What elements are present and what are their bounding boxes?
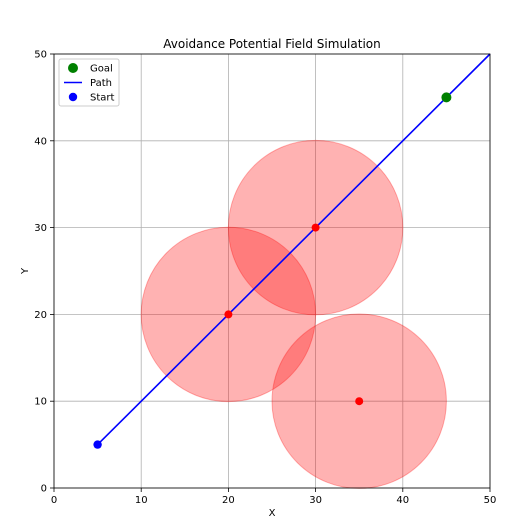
legend-entry-label: Goal (90, 64, 113, 75)
legend-dot-swatch (68, 63, 78, 73)
obstacle-center (355, 397, 364, 406)
legend-entry-label: Start (90, 93, 115, 104)
x-tick-label: 20 (222, 495, 235, 506)
ticks: 0 10 20 30 40 50 0 10 20 30 40 50 (34, 50, 496, 507)
goal-point (441, 92, 452, 103)
grid (53, 53, 491, 489)
x-tick-label: 30 (309, 495, 322, 506)
chart-title: Avoidance Potential Field Simulation (163, 37, 380, 51)
y-tick-label: 50 (34, 50, 47, 61)
y-tick-label: 10 (34, 397, 47, 408)
path-line (97, 53, 491, 446)
y-tick-label: 0 (41, 484, 47, 495)
y-tick-label: 40 (34, 136, 47, 147)
markers (93, 92, 452, 449)
x-axis-label: X (269, 508, 276, 519)
start-point (93, 440, 102, 449)
x-tick-label: 10 (135, 495, 148, 506)
y-tick-label: 30 (34, 223, 47, 234)
obstacle-center (224, 310, 233, 319)
plot-frame (53, 53, 491, 489)
x-tick-label: 40 (396, 495, 409, 506)
legend: Goal Path Start (58, 58, 120, 107)
legend-entry-label: Path (90, 78, 112, 89)
y-tick-label: 20 (34, 310, 47, 321)
obstacle-center (311, 223, 320, 232)
x-tick-label: 0 (51, 495, 57, 506)
y-axis-label: Y (20, 267, 31, 275)
path-layer (97, 53, 491, 446)
x-tick-label: 50 (484, 495, 497, 506)
legend-dot-swatch (68, 92, 78, 102)
